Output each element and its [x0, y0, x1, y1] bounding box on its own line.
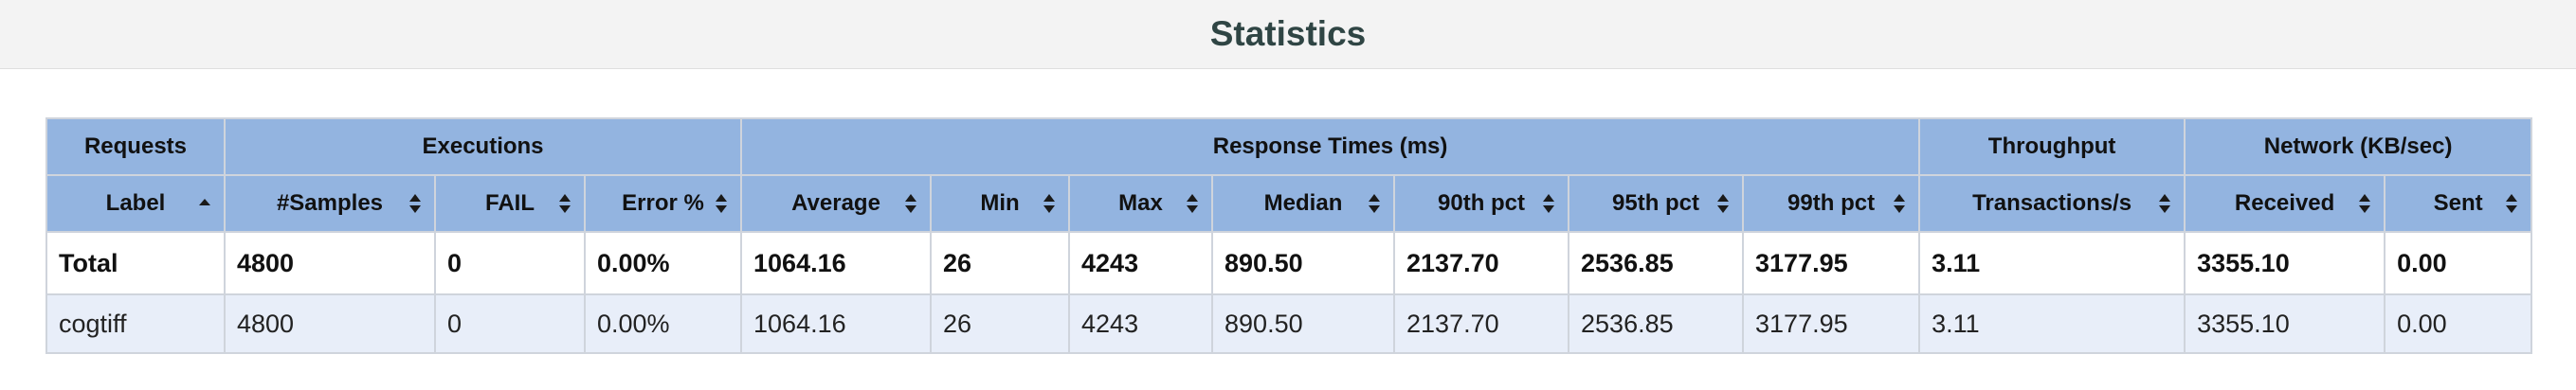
group-header-row: Requests Executions Response Times (ms) …: [45, 117, 2533, 176]
cell-transactions: 3.11: [1918, 293, 2186, 354]
column-header-received[interactable]: Received: [2184, 174, 2386, 233]
cell-label: Total: [45, 231, 226, 295]
column-header-p90-text: 90th pct: [1438, 190, 1526, 216]
cell-p95: 2536.85: [1568, 293, 1745, 354]
cell-transactions: 3.11: [1918, 231, 2186, 295]
sort-both-icon: [1543, 193, 1555, 214]
cell-p99: 3177.95: [1742, 293, 1921, 354]
column-header-sent-text: Sent: [2433, 190, 2483, 216]
sort-both-icon: [2159, 193, 2171, 214]
cell-sent: 0.00: [2384, 293, 2533, 354]
column-header-samples-text: #Samples: [276, 190, 384, 216]
sort-both-icon: [716, 193, 728, 214]
sort-both-icon: [2359, 193, 2371, 214]
sort-both-icon: [2506, 193, 2518, 214]
cell-fail: 0: [434, 231, 586, 295]
column-header-average-text: Average: [791, 190, 880, 216]
sort-ascending-icon: [199, 193, 210, 214]
cell-error-pct: 0.00%: [583, 293, 743, 354]
statistics-table: Requests Executions Response Times (ms) …: [45, 117, 2533, 354]
column-header-label[interactable]: Label: [45, 174, 226, 233]
column-header-max-text: Max: [1118, 190, 1163, 216]
group-executions: Executions: [223, 117, 743, 176]
cell-median: 890.50: [1211, 231, 1396, 295]
cell-samples: 4800: [224, 231, 436, 295]
sort-both-icon: [1717, 193, 1730, 214]
cell-error-pct: 0.00%: [583, 231, 743, 295]
column-header-fail-text: FAIL: [485, 190, 535, 216]
column-header-min[interactable]: Min: [930, 174, 1071, 233]
cell-sent: 0.00: [2384, 231, 2533, 295]
group-requests: Requests: [45, 117, 226, 176]
sort-both-icon: [409, 193, 421, 214]
column-header-p95-text: 95th pct: [1612, 190, 1700, 216]
column-header-sent[interactable]: Sent: [2384, 174, 2533, 233]
cell-min: 26: [930, 293, 1071, 354]
column-header-label-text: Label: [105, 190, 166, 216]
table-row-total: Total 4800 0 0.00% 1064.16 26 4243 890.5…: [45, 231, 2533, 295]
column-header-p90[interactable]: 90th pct: [1393, 174, 1570, 233]
column-header-transactions[interactable]: Transactions/s: [1918, 174, 2186, 233]
cell-min: 26: [930, 231, 1071, 295]
column-header-median-text: Median: [1263, 190, 1343, 216]
column-header-p99-text: 99th pct: [1787, 190, 1876, 216]
group-throughput: Throughput: [1918, 117, 2186, 176]
sort-both-icon: [905, 193, 917, 214]
column-header-error-pct[interactable]: Error %: [583, 174, 743, 233]
cell-max: 4243: [1068, 293, 1214, 354]
sort-both-icon: [1043, 193, 1056, 214]
group-response-times: Response Times (ms): [740, 117, 1921, 176]
cell-p99: 3177.95: [1742, 231, 1921, 295]
column-header-min-text: Min: [980, 190, 1020, 216]
column-header-row: Label #Samples FAIL: [45, 174, 2533, 233]
column-header-max[interactable]: Max: [1068, 174, 1214, 233]
cell-samples: 4800: [224, 293, 436, 354]
sort-both-icon: [559, 193, 571, 214]
cell-average: 1064.16: [740, 231, 933, 295]
page-title: Statistics: [1209, 14, 1367, 53]
table-row-cogtiff: cogtiff 4800 0 0.00% 1064.16 26 4243 890…: [45, 293, 2533, 354]
sort-both-icon: [1369, 193, 1381, 214]
sort-both-icon: [1894, 193, 1906, 214]
column-header-p99[interactable]: 99th pct: [1742, 174, 1921, 233]
statistics-header: Statistics: [0, 0, 2576, 69]
cell-average: 1064.16: [740, 293, 933, 354]
cell-median: 890.50: [1211, 293, 1396, 354]
cell-label: cogtiff: [45, 293, 226, 354]
group-network: Network (KB/sec): [2184, 117, 2533, 176]
column-header-transactions-text: Transactions/s: [1972, 190, 2132, 216]
cell-p95: 2536.85: [1568, 231, 1745, 295]
column-header-median[interactable]: Median: [1211, 174, 1396, 233]
cell-fail: 0: [434, 293, 586, 354]
column-header-fail[interactable]: FAIL: [434, 174, 586, 233]
column-header-error-pct-text: Error %: [622, 190, 704, 216]
cell-p90: 2137.70: [1393, 231, 1570, 295]
cell-received: 3355.10: [2184, 231, 2386, 295]
column-header-p95[interactable]: 95th pct: [1568, 174, 1745, 233]
sort-both-icon: [1187, 193, 1199, 214]
column-header-average[interactable]: Average: [740, 174, 933, 233]
column-header-received-text: Received: [2234, 190, 2335, 216]
cell-received: 3355.10: [2184, 293, 2386, 354]
cell-max: 4243: [1068, 231, 1214, 295]
cell-p90: 2137.70: [1393, 293, 1570, 354]
column-header-samples[interactable]: #Samples: [224, 174, 436, 233]
